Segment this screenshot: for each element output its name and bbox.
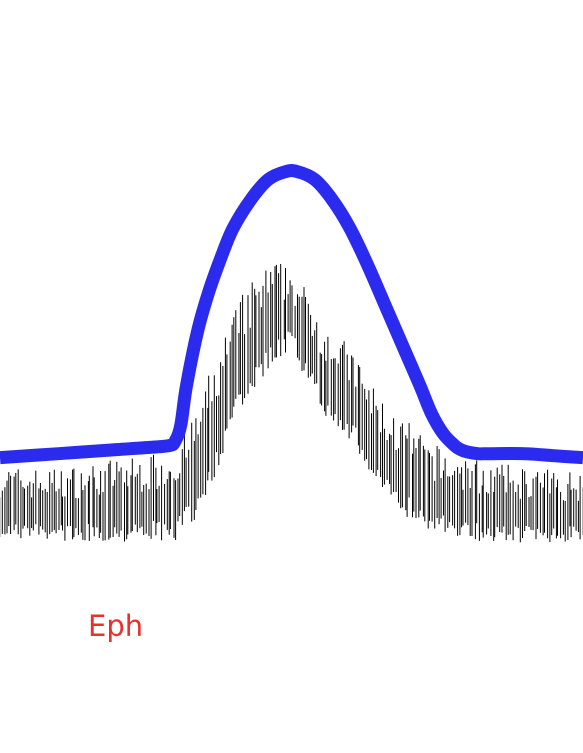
spike-series xyxy=(0,264,583,543)
chart-annotation-eph: Eph xyxy=(88,609,144,643)
plot-area xyxy=(0,164,583,543)
bold-curve-series xyxy=(0,164,583,465)
